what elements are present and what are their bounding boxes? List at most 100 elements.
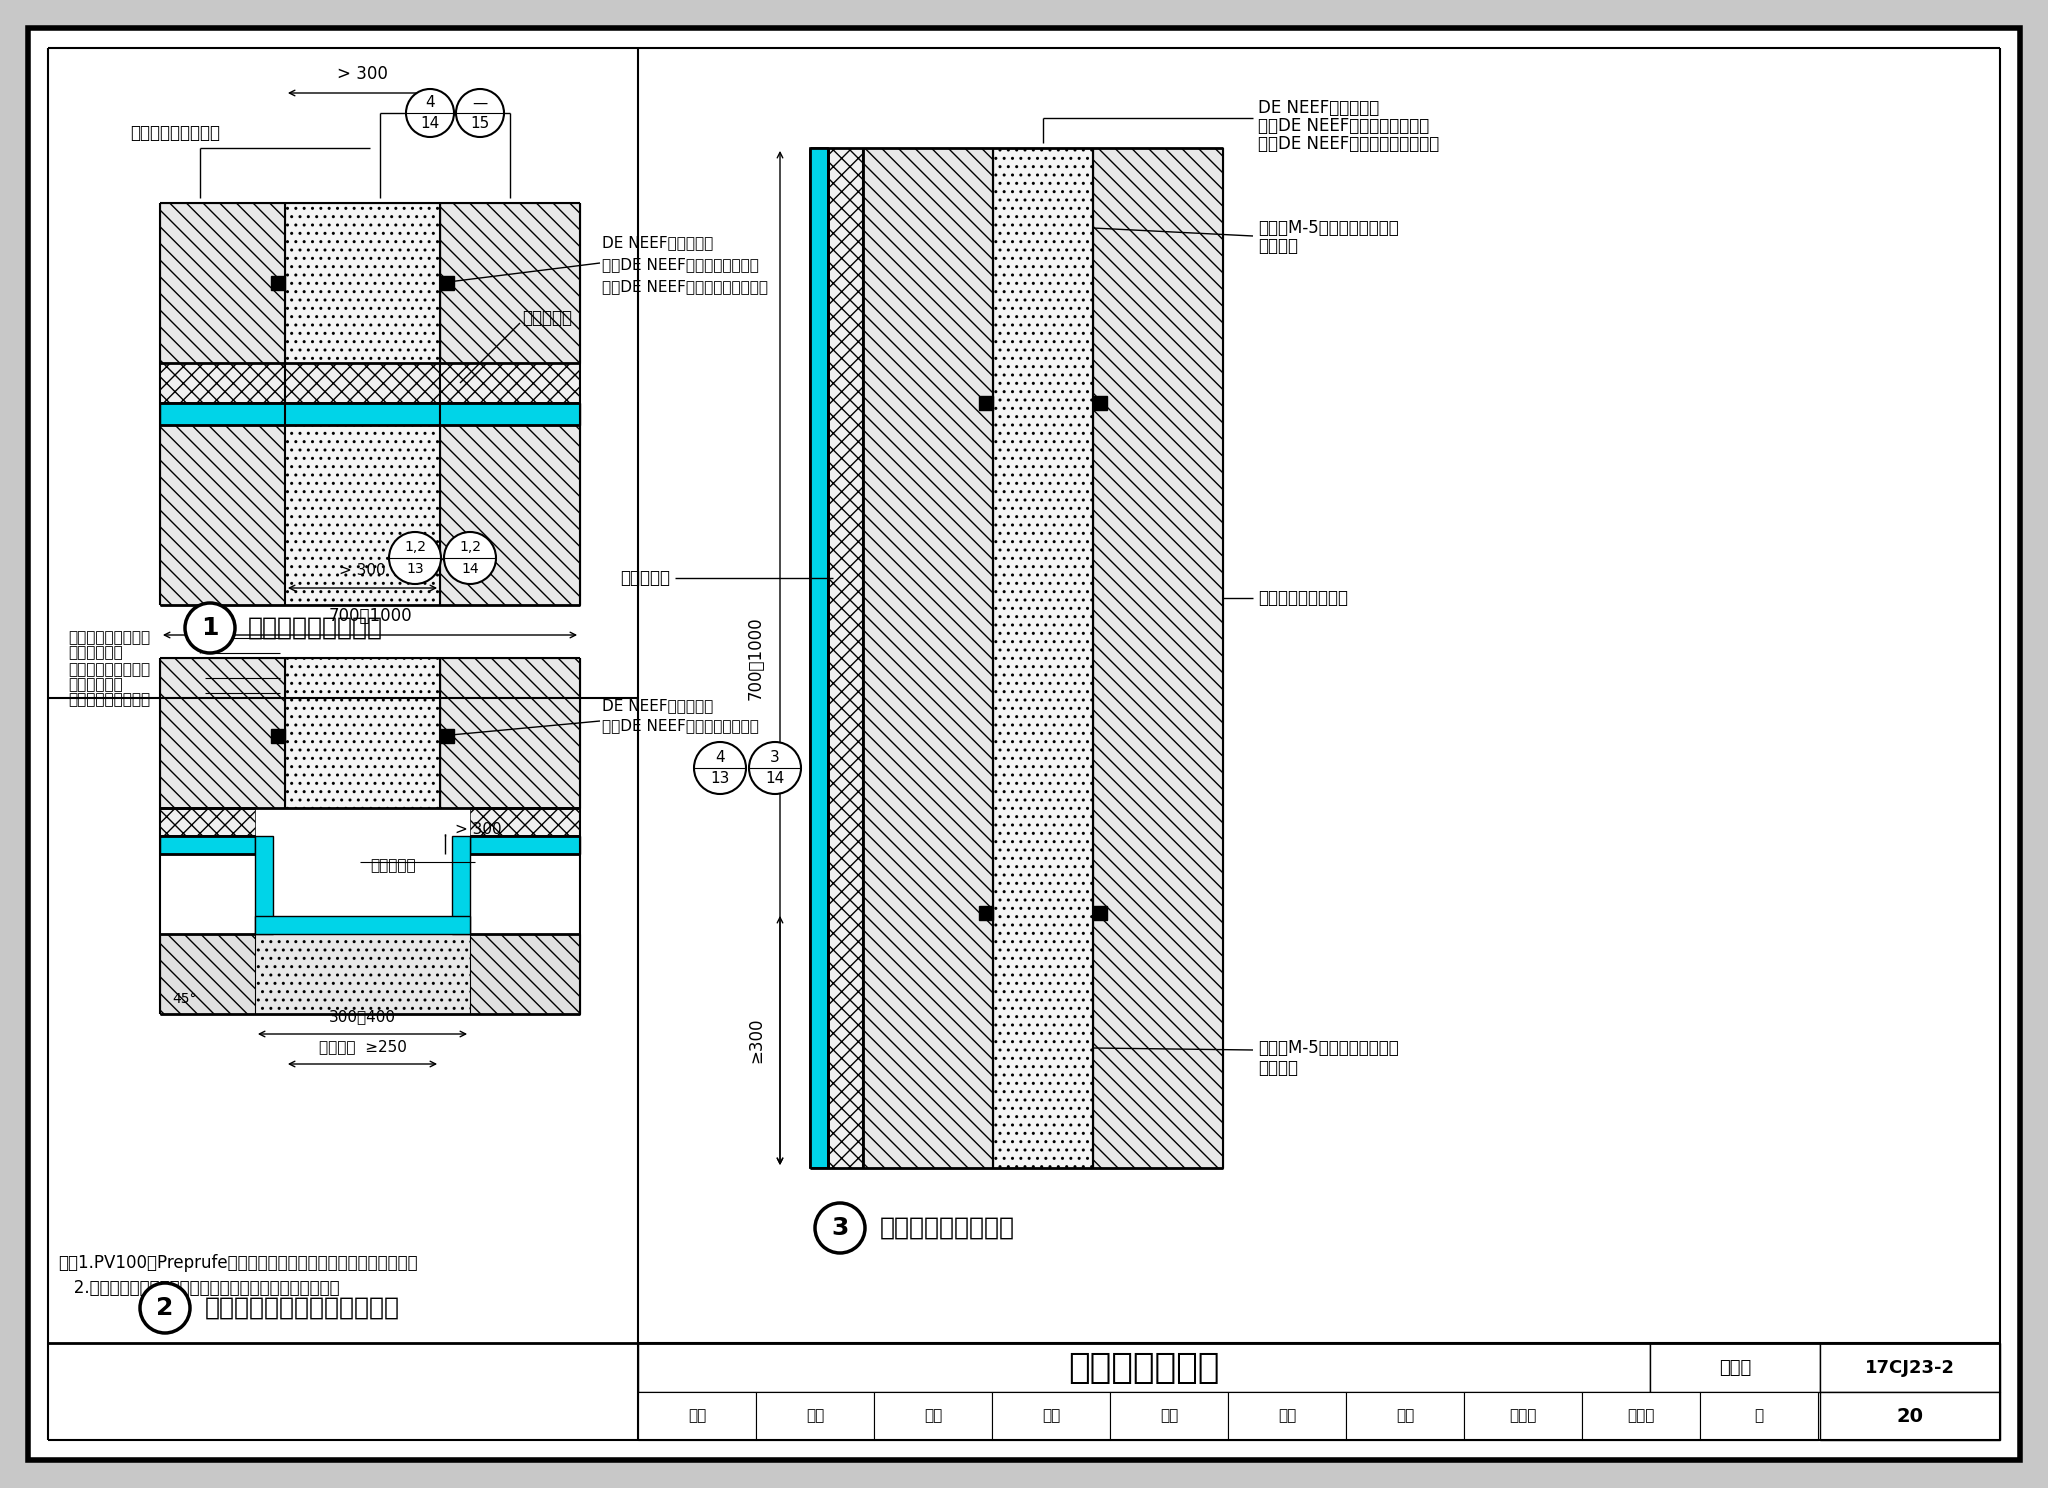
Bar xyxy=(1651,1344,1821,1391)
Text: 格永得M-5水泥基渗透结晶型: 格永得M-5水泥基渗透结晶型 xyxy=(1257,219,1399,237)
Text: （或DE NEEF遇水膨胀止水胶）: （或DE NEEF遇水膨胀止水胶） xyxy=(1257,118,1430,135)
Text: （见具体工程设计）: （见具体工程设计） xyxy=(68,692,150,707)
Text: ≥300: ≥300 xyxy=(748,1018,766,1064)
Bar xyxy=(453,836,469,934)
Text: DE NEEF预埋注浆管: DE NEEF预埋注浆管 xyxy=(1257,100,1378,118)
Bar xyxy=(827,147,862,1168)
Bar xyxy=(469,808,580,836)
Text: 格永得M-5水泥基渗透结晶型: 格永得M-5水泥基渗透结晶型 xyxy=(1257,1039,1399,1056)
Text: 外贴式止水带: 外贴式止水带 xyxy=(68,646,123,661)
Bar xyxy=(1700,1391,1819,1440)
Text: （或DE NEEF遇水膨胀止水胶）: （或DE NEEF遇水膨胀止水胶） xyxy=(602,719,760,734)
Text: > 300: > 300 xyxy=(340,562,385,577)
Bar xyxy=(160,836,256,854)
Bar xyxy=(440,202,580,363)
Text: DE NEEF预埋注浆管: DE NEEF预埋注浆管 xyxy=(602,698,713,714)
Text: （或DE NEEF遇水膨胀止水橡条）: （或DE NEEF遇水膨胀止水橡条） xyxy=(1257,135,1440,153)
Bar xyxy=(270,275,285,290)
Text: 1,2: 1,2 xyxy=(403,540,426,554)
Text: 防水嵌缝材料: 防水嵌缝材料 xyxy=(68,677,123,692)
Bar xyxy=(1094,906,1108,920)
Bar xyxy=(1821,1391,2001,1440)
Bar xyxy=(160,934,580,1013)
Text: 后浇带防水构造: 后浇带防水构造 xyxy=(1069,1351,1221,1385)
Bar xyxy=(440,729,455,743)
Bar xyxy=(1094,396,1108,411)
Bar xyxy=(1821,1344,2001,1391)
Text: 700～1000: 700～1000 xyxy=(328,607,412,625)
Text: 700～1000: 700～1000 xyxy=(748,616,766,699)
Bar xyxy=(440,275,455,290)
Text: 防水加强层: 防水加强层 xyxy=(522,310,571,327)
Circle shape xyxy=(389,533,440,583)
Text: 底板后浇带超前止水防水构造: 底板后浇带超前止水防水构造 xyxy=(205,1296,399,1320)
Text: 20: 20 xyxy=(1896,1406,1923,1426)
Text: 1,2: 1,2 xyxy=(459,540,481,554)
Bar xyxy=(285,426,440,606)
Text: 45°: 45° xyxy=(172,992,197,1006)
Text: 后浇带宽  ≥250: 后浇带宽 ≥250 xyxy=(319,1039,406,1054)
Text: 4: 4 xyxy=(715,750,725,765)
Bar xyxy=(469,934,580,1013)
Text: （或DE NEEF遇水膨胀止水胶）: （或DE NEEF遇水膨胀止水胶） xyxy=(602,257,760,272)
Bar xyxy=(160,934,256,1013)
Text: 3: 3 xyxy=(831,1216,848,1240)
Text: 后浇补偿收缩混凝土: 后浇补偿收缩混凝土 xyxy=(68,631,150,646)
Bar xyxy=(874,1391,991,1440)
Bar xyxy=(979,396,993,411)
Text: —: — xyxy=(473,95,487,110)
Circle shape xyxy=(457,89,504,137)
Text: 17CJ23-2: 17CJ23-2 xyxy=(1866,1359,1956,1376)
Text: 防水加强层: 防水加强层 xyxy=(371,859,416,873)
Text: 4: 4 xyxy=(426,95,434,110)
Bar xyxy=(1229,1391,1346,1440)
Text: 14: 14 xyxy=(766,771,784,787)
Bar xyxy=(991,1391,1110,1440)
Text: 2: 2 xyxy=(156,1296,174,1320)
Text: 2.外墙后浇带超前止水防水构造参见本页底板后浇带做法。: 2.外墙后浇带超前止水防水构造参见本页底板后浇带做法。 xyxy=(57,1280,340,1298)
Text: 14: 14 xyxy=(420,116,440,131)
Bar xyxy=(160,426,285,606)
Bar xyxy=(979,906,993,920)
Bar xyxy=(440,426,580,606)
Bar xyxy=(639,1391,756,1440)
Bar xyxy=(1346,1391,1464,1440)
Circle shape xyxy=(139,1283,190,1333)
Text: 300～400: 300～400 xyxy=(330,1009,395,1024)
Circle shape xyxy=(750,743,801,795)
Text: 13: 13 xyxy=(711,771,729,787)
Text: 注：1.PV100和Preprufe预铺高分子自粘胶膜卷材无需防水加强层。: 注：1.PV100和Preprufe预铺高分子自粘胶膜卷材无需防水加强层。 xyxy=(57,1254,418,1272)
Text: 叶平: 叶平 xyxy=(924,1409,942,1424)
Circle shape xyxy=(184,603,236,653)
Text: （见具体工程设计）: （见具体工程设计） xyxy=(68,662,150,677)
Bar xyxy=(756,1391,874,1440)
Bar xyxy=(1094,147,1223,1168)
Text: 叶军: 叶军 xyxy=(805,1409,823,1424)
Bar xyxy=(160,808,256,836)
Bar xyxy=(160,403,580,426)
Text: 设计: 设计 xyxy=(1397,1409,1413,1424)
Text: 13: 13 xyxy=(406,562,424,576)
Circle shape xyxy=(406,89,455,137)
Text: 1: 1 xyxy=(201,616,219,640)
Text: 顶板后浇带防水构造: 顶板后浇带防水构造 xyxy=(248,616,383,640)
Text: （或DE NEEF遇水膨胀止水橡条）: （或DE NEEF遇水膨胀止水橡条） xyxy=(602,280,768,295)
Bar xyxy=(811,147,827,1168)
Bar xyxy=(160,202,285,363)
Text: 校对: 校对 xyxy=(1042,1409,1061,1424)
Bar xyxy=(1110,1391,1229,1440)
Text: > 300: > 300 xyxy=(338,65,387,83)
Text: DE NEEF预埋注浆管: DE NEEF预埋注浆管 xyxy=(602,235,713,250)
Bar xyxy=(270,729,285,743)
Text: 宁虎: 宁虎 xyxy=(1159,1409,1178,1424)
Text: 审核: 审核 xyxy=(688,1409,707,1424)
Text: 3: 3 xyxy=(770,750,780,765)
Text: 后浇补偿收缩混凝土: 后浇补偿收缩混凝土 xyxy=(129,124,219,141)
Bar xyxy=(862,147,993,1168)
Text: 防水材料: 防水材料 xyxy=(1257,237,1298,254)
Text: 15: 15 xyxy=(471,116,489,131)
Circle shape xyxy=(815,1202,864,1253)
Bar xyxy=(256,917,469,934)
Bar xyxy=(160,363,580,403)
Text: 钟龙: 钟龙 xyxy=(1278,1409,1296,1424)
